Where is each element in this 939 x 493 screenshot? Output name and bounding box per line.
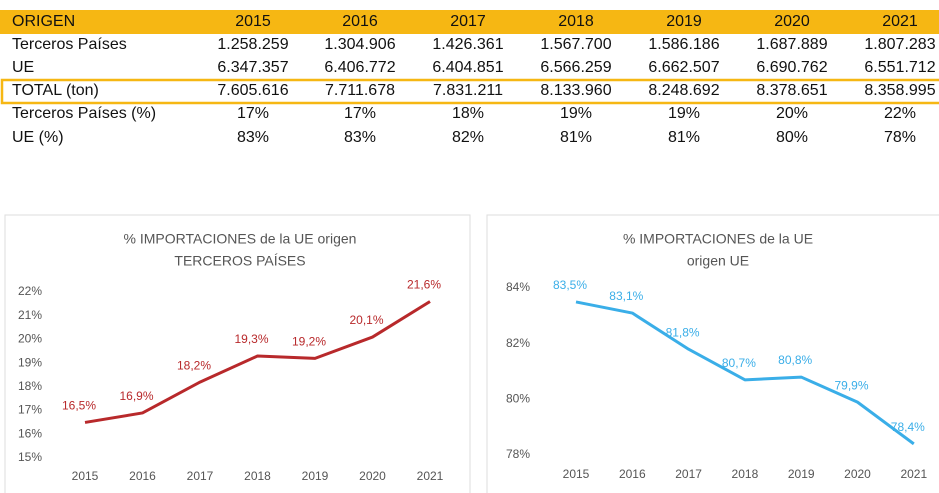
table-cell: 81% (668, 129, 700, 146)
y-tick-label: 80% (506, 392, 530, 406)
y-tick-label: 82% (506, 336, 530, 350)
x-tick-label: 2016 (129, 469, 156, 483)
data-label: 20,1% (349, 313, 383, 327)
data-label: 80,7% (722, 356, 756, 370)
table-cell: 8.133.960 (540, 82, 611, 99)
data-label: 21,6% (407, 278, 441, 292)
table-cell: 2016 (342, 13, 378, 30)
table-cell: UE (%) (12, 129, 64, 146)
data-label: 19,2% (292, 335, 326, 349)
table-cell: 17% (237, 105, 269, 122)
data-label: 18,2% (177, 358, 211, 372)
table-cell: 83% (344, 129, 376, 146)
table-cell: 80% (776, 129, 808, 146)
y-tick-label: 84% (506, 280, 530, 294)
table-cell: 20% (776, 105, 808, 122)
chart-panel (486, 214, 939, 493)
table-cell: 19% (668, 105, 700, 122)
data-label: 83,5% (553, 278, 587, 292)
y-tick-label: 20% (18, 332, 42, 346)
table-cell: 6.404.851 (432, 59, 503, 76)
data-label: 80,8% (778, 353, 812, 367)
table-cell: 18% (452, 105, 484, 122)
table-cell: 6.662.507 (648, 59, 719, 76)
table-cell: UE (12, 59, 34, 76)
table-cell: Terceros Países (%) (12, 105, 156, 122)
x-tick-label: 2015 (72, 469, 99, 483)
table-cell: 8.358.995 (864, 82, 935, 99)
x-tick-label: 2016 (619, 467, 646, 481)
chart-title: TERCEROS PAÍSES (174, 253, 305, 269)
table-cell: 6.551.712 (864, 59, 935, 76)
chart-title: % IMPORTACIONES de la UE (623, 231, 813, 247)
chart-title: % IMPORTACIONES de la UE origen (124, 231, 357, 247)
y-tick-label: 21% (18, 308, 42, 322)
line (84, 300, 431, 424)
table-cell: 1.807.283 (864, 36, 935, 53)
table-cell: 81% (560, 129, 592, 146)
x-tick-label: 2018 (244, 469, 271, 483)
x-tick-label: 2017 (675, 467, 702, 481)
line (575, 300, 915, 446)
total-row-border (0, 78, 939, 105)
table-cell: 17% (344, 105, 376, 122)
table-cell: 2021 (882, 13, 918, 30)
y-tick-label: 78% (506, 447, 530, 461)
table-cell: 7.605.616 (217, 82, 288, 99)
table-cell: 78% (884, 129, 916, 146)
x-tick-label: 2015 (563, 467, 590, 481)
table-cell: ORIGEN (12, 13, 75, 30)
table-cell: 22% (884, 105, 916, 122)
table-cell: 6.406.772 (324, 59, 395, 76)
data-label: 16,9% (119, 389, 153, 403)
data-label: 16,5% (62, 399, 96, 413)
x-tick-label: 2020 (359, 469, 386, 483)
table-cell: 1.304.906 (324, 36, 395, 53)
data-label: 81,8% (666, 325, 700, 339)
data-label: 83,1% (609, 289, 643, 303)
table-cell: 7.711.678 (325, 82, 395, 99)
table-cell: 8.378.651 (756, 82, 827, 99)
table-cell: 8.248.692 (648, 82, 719, 99)
table-cell: 1.426.361 (432, 36, 503, 53)
table-cell: Terceros Países (12, 36, 127, 53)
x-tick-label: 2021 (900, 467, 927, 481)
table-cell: TOTAL (ton) (12, 82, 99, 99)
table-cell: 1.567.700 (540, 36, 611, 53)
data-label: 19,3% (234, 332, 268, 346)
table-cell: 6.566.259 (540, 59, 611, 76)
table-cell: 6.347.357 (217, 59, 288, 76)
table-cell: 1.586.186 (648, 36, 719, 53)
x-tick-label: 2018 (732, 467, 759, 481)
table-cell: 2020 (774, 13, 810, 30)
y-tick-label: 16% (18, 426, 42, 440)
table-cell: 6.690.762 (756, 59, 827, 76)
x-tick-label: 2017 (187, 469, 214, 483)
x-tick-label: 2019 (788, 467, 815, 481)
x-tick-label: 2019 (302, 469, 329, 483)
x-tick-label: 2021 (417, 469, 444, 483)
table-cell: 19% (560, 105, 592, 122)
table-cell: 2018 (558, 13, 594, 30)
y-tick-label: 18% (18, 379, 42, 393)
y-tick-label: 15% (18, 450, 42, 464)
table-cell: 1.258.259 (217, 36, 288, 53)
x-tick-label: 2020 (844, 467, 871, 481)
y-tick-label: 17% (18, 403, 42, 417)
table-cell: 2015 (235, 13, 271, 30)
table-cell: 83% (237, 129, 269, 146)
chart-panel (4, 214, 471, 493)
chart-title: origen UE (687, 253, 749, 269)
table-cell: 2019 (666, 13, 702, 30)
table-cell: 7.831.211 (433, 82, 503, 99)
table-cell: 1.687.889 (756, 36, 827, 53)
y-tick-label: 22% (18, 284, 42, 298)
table-header-bg (0, 10, 939, 34)
data-label: 79,9% (834, 378, 868, 392)
data-label: 78,4% (891, 420, 925, 434)
table-cell: 2017 (450, 13, 486, 30)
table-cell: 82% (452, 129, 484, 146)
y-tick-label: 19% (18, 355, 42, 369)
